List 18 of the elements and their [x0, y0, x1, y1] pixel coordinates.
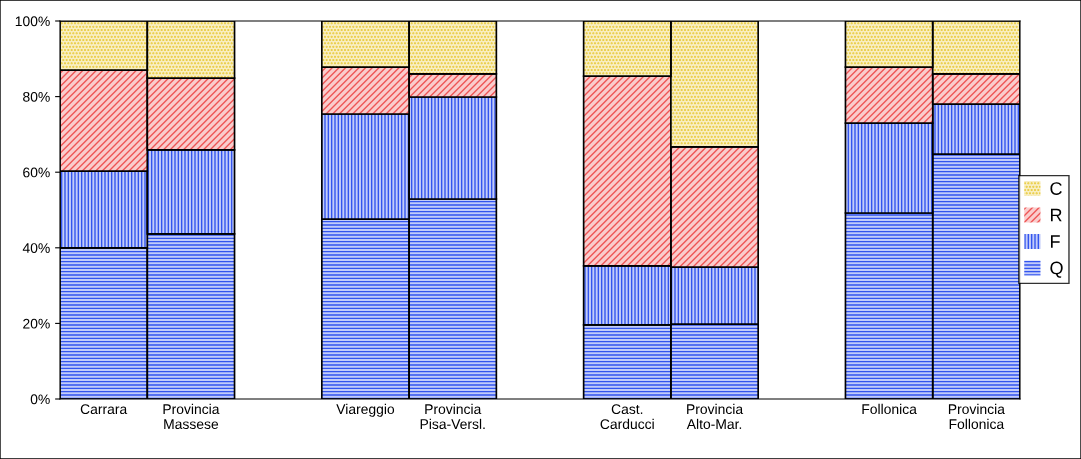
y-tick-label: 100%	[15, 16, 50, 27]
y-tick-label: 40%	[22, 243, 50, 253]
x-tick-label: Provincia Massese	[163, 403, 220, 430]
legend-label: Q	[1050, 261, 1063, 278]
x-tick-label: Provincia Follonica	[948, 403, 1005, 430]
y-tick-label: 80%	[23, 91, 50, 102]
x-tick-label: Viareggio	[336, 403, 395, 417]
legend-label: F	[1050, 235, 1060, 248]
x-tick-label: Carrara	[80, 404, 128, 415]
x-tick-label: Follonica	[862, 403, 917, 415]
x-tick-label: Provincia Pisa-Versl.	[420, 403, 485, 430]
legend-label: R	[1050, 208, 1062, 222]
x-tick-label: Provincia Alto-Mar.	[686, 403, 744, 430]
y-tick-label: 20%	[23, 318, 50, 329]
legend-label: C	[1050, 182, 1062, 195]
x-tick-label: Cast. Carducci	[600, 404, 654, 430]
y-tick-label: 60%	[23, 167, 50, 178]
y-tick-label: 0%	[30, 394, 50, 405]
